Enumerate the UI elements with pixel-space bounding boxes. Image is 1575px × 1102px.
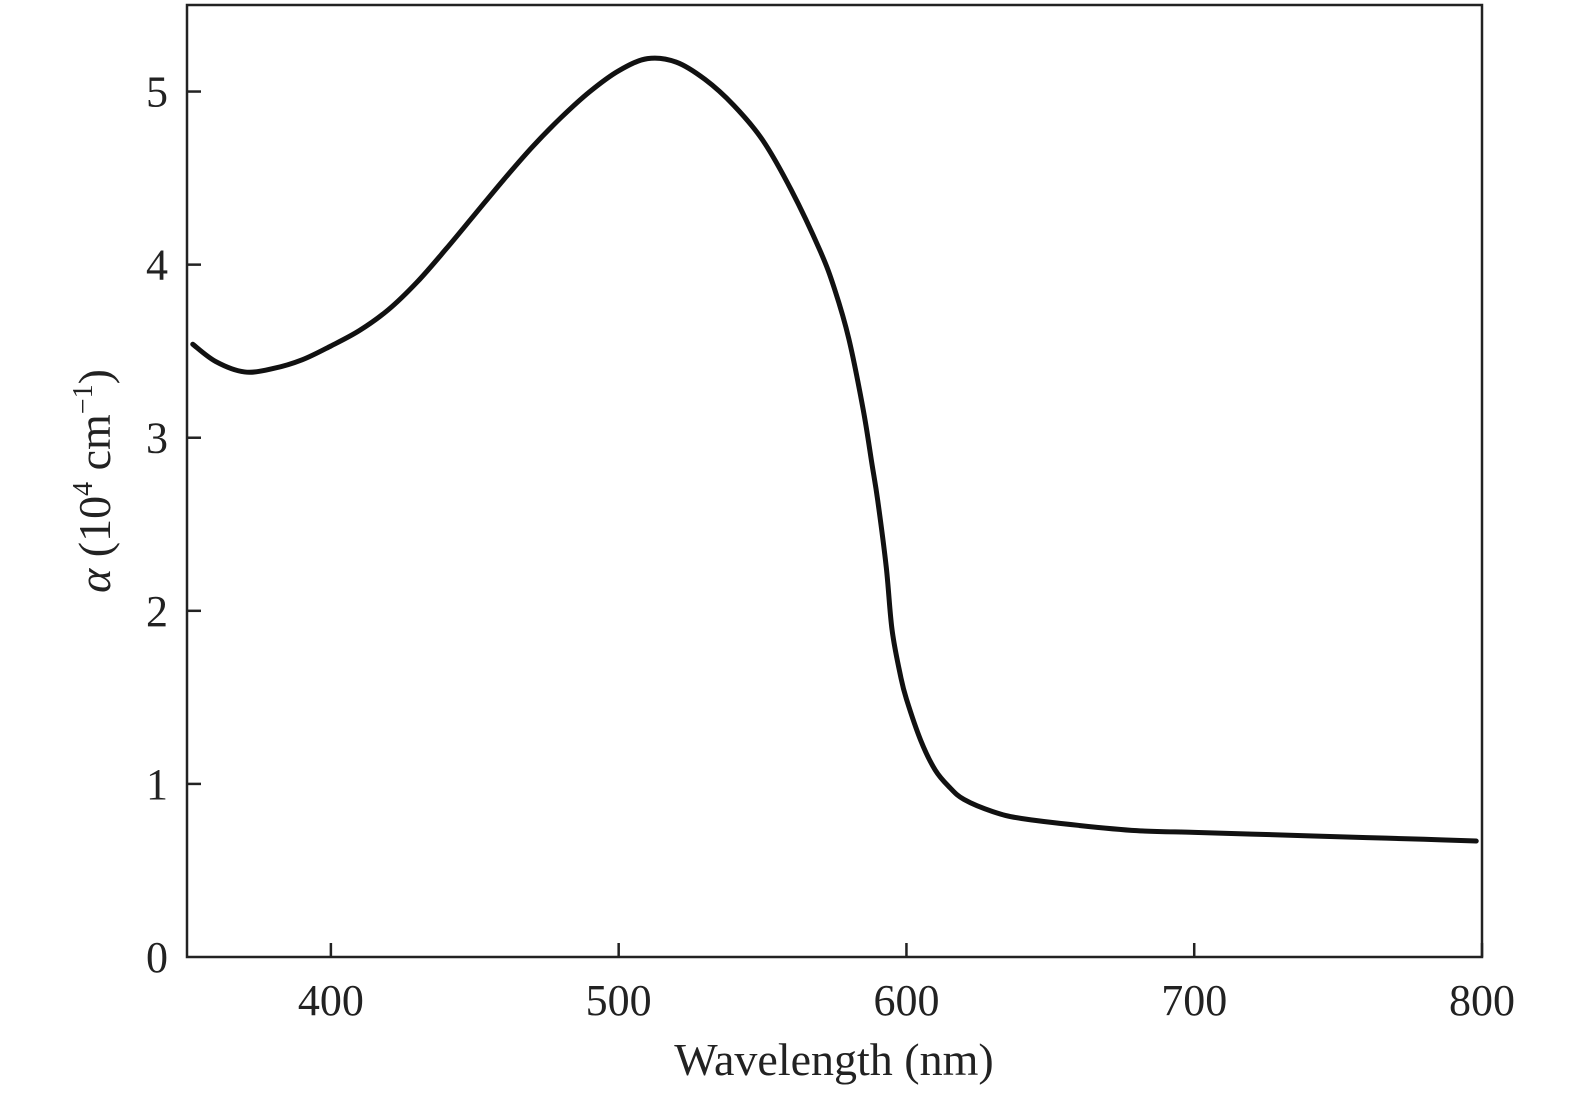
y-tick-label: 4 <box>146 241 168 290</box>
x-tick-label: 700 <box>1161 976 1227 1025</box>
y-tick-label: 0 <box>146 933 168 982</box>
x-tick-label: 600 <box>873 976 939 1025</box>
y-tick-label: 2 <box>146 587 168 636</box>
y-tick-label: 3 <box>146 414 168 463</box>
y-axis: 0 1 2 3 4 5 <box>146 68 201 982</box>
x-tick-label: 500 <box>586 976 652 1025</box>
y-axis-title: α (104 cm−1) <box>68 369 120 593</box>
y-tick-label: 1 <box>146 760 168 809</box>
x-axis: 400 500 600 700 800 <box>298 943 1515 1025</box>
series-line <box>190 55 1479 844</box>
plot-frame <box>185 3 1484 959</box>
x-tick-label: 400 <box>298 976 364 1025</box>
x-axis-title: Wavelength (nm) <box>674 1034 993 1085</box>
x-tick-label: 800 <box>1449 976 1515 1025</box>
y-tick-label: 5 <box>146 68 168 117</box>
